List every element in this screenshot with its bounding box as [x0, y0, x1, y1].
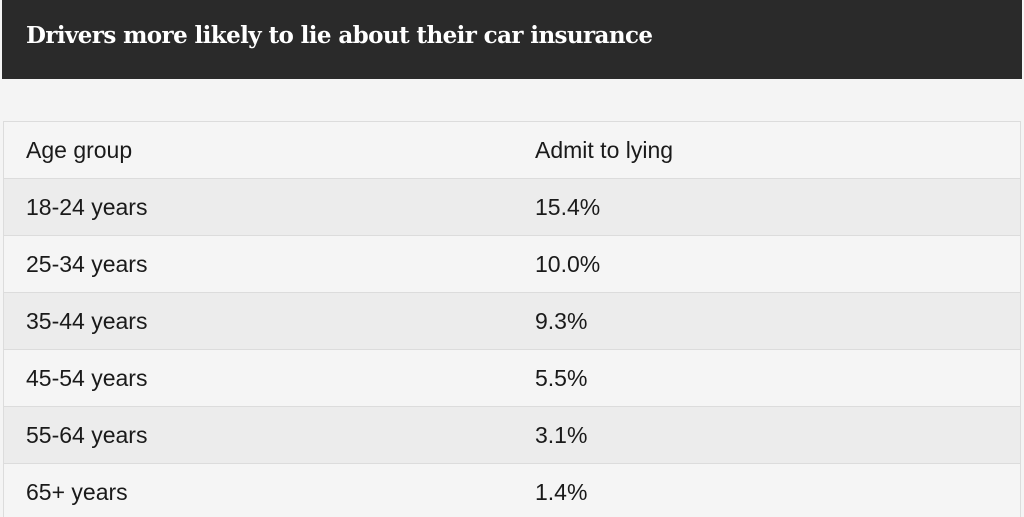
admit-to-lying-cell: 5.5% [535, 365, 588, 391]
admit-to-lying-cell: 15.4% [535, 194, 601, 220]
admit-to-lying-cell: 1.4% [535, 479, 588, 505]
age-group-cell: 35-44 years [26, 308, 148, 334]
age-group-cell: 18-24 years [26, 194, 148, 220]
column-header-admit-to-lying: Admit to lying [535, 137, 674, 163]
table-row: 18-24 years 15.4% [4, 179, 1020, 236]
table-row: 55-64 years 3.1% [4, 407, 1020, 464]
table-row: 65+ years 1.4% [4, 464, 1020, 517]
admit-to-lying-cell: 3.1% [535, 422, 588, 448]
chart-title: Drivers more likely to lie about their c… [26, 22, 653, 49]
table-row: 35-44 years 9.3% [4, 293, 1020, 350]
admit-to-lying-cell: 9.3% [535, 308, 588, 334]
table-row: 25-34 years 10.0% [4, 236, 1020, 293]
title-bar: Drivers more likely to lie about their c… [2, 0, 1022, 79]
table-header-row: Age group Admit to lying [4, 122, 1020, 179]
age-group-cell: 65+ years [26, 479, 128, 505]
column-header-age-group: Age group [26, 137, 133, 163]
admit-to-lying-cell: 10.0% [535, 251, 601, 277]
age-group-cell: 55-64 years [26, 422, 148, 448]
title-spacer [2, 79, 1022, 121]
age-group-cell: 45-54 years [26, 365, 148, 391]
table-row: 45-54 years 5.5% [4, 350, 1020, 407]
table-body: 18-24 years 15.4% 25-34 years 10.0% 35-44 ye… [4, 179, 1020, 517]
data-table: Age group Admit to lying 18-24 years 15.4… [3, 121, 1021, 517]
age-group-cell: 25-34 years [26, 251, 148, 277]
